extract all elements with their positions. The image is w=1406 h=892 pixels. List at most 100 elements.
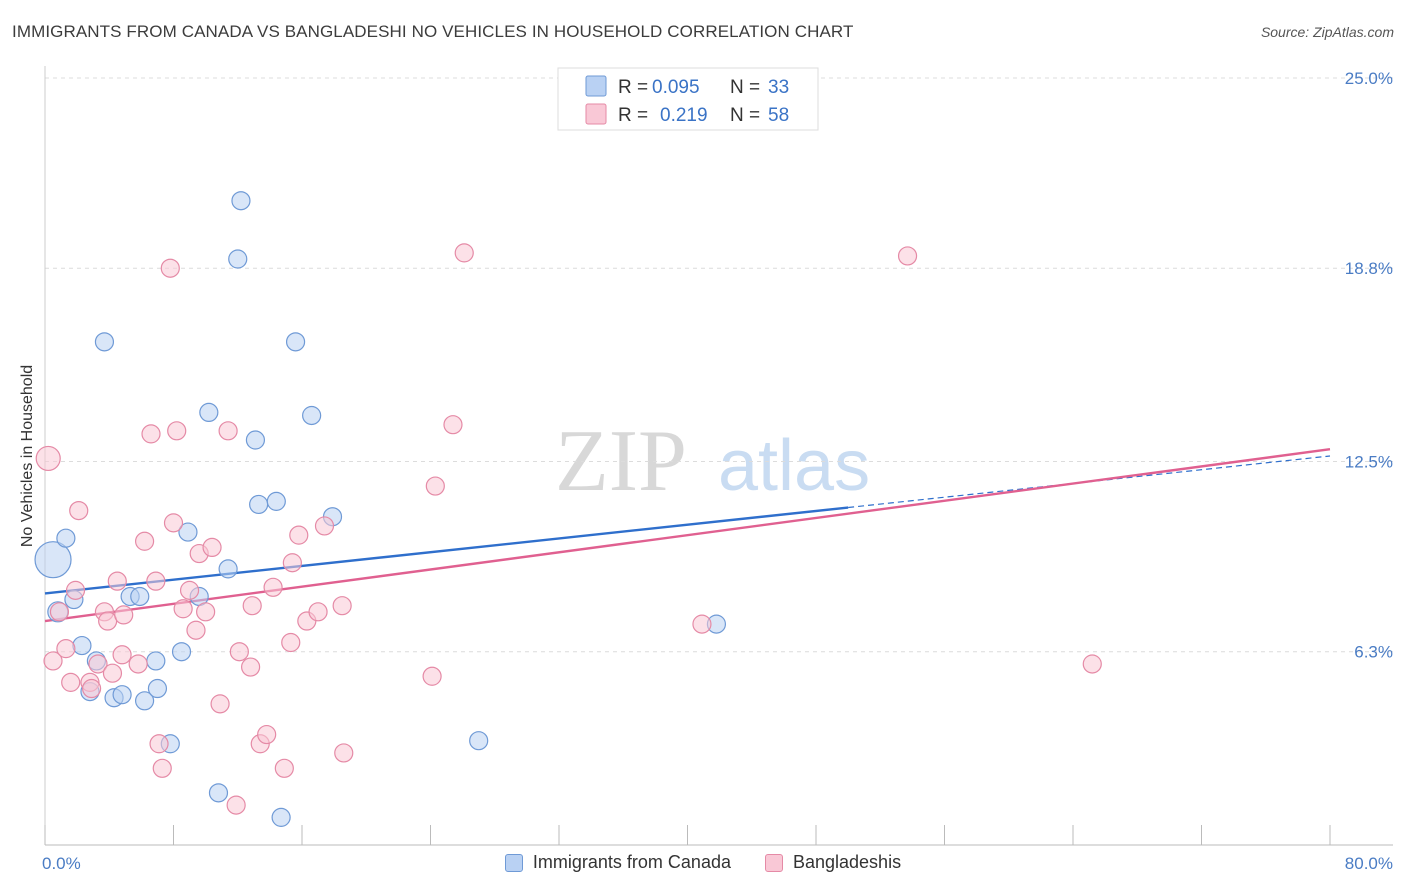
point-canada [147,678,168,699]
legend-r-label-canada: R = [618,77,648,98]
point-bangladeshis [202,537,222,558]
legend-r-value-canada: 0.095 [652,77,700,98]
point-bangladeshis [897,246,918,266]
x-tick-label-max: 80.0% [1345,854,1393,873]
series-legend-item-bangladeshis: Bangladeshis [764,852,902,873]
point-bangladeshis [308,602,328,622]
point-bangladeshis [173,599,193,619]
point-canada [231,191,251,211]
point-bangladeshis [56,639,76,659]
point-bangladeshis [61,672,81,692]
trendlines [44,448,1331,623]
point-bangladeshis [425,476,445,496]
point-canada [94,332,115,352]
point-canada [171,642,192,662]
point-bangladeshis [69,500,89,521]
point-canada [130,586,150,607]
point-bangladeshis [263,577,283,597]
series-swatch-bangladeshis [764,853,783,872]
point-bangladeshis [454,243,474,263]
point-bangladeshis [257,724,277,745]
point-canada [112,685,132,705]
point-canada [134,691,155,711]
chart-title: IMMIGRANTS FROM CANADA VS BANGLADESHI NO… [12,22,854,41]
legend-r-value-bangladeshis: 0.219 [660,105,708,126]
x-tick-label-min: 0.0% [42,854,81,873]
point-bangladeshis [88,654,108,674]
legend-n-label-bangladeshis: N = [730,105,760,126]
point-canada [228,249,248,269]
trendline-bangladeshis [44,448,1331,623]
point-bangladeshis [179,580,200,600]
point-bangladeshis [196,602,216,622]
point-bangladeshis [141,424,161,444]
legend-n-label-canada: N = [730,77,760,98]
point-bangladeshis [114,605,134,625]
point-canada [249,494,269,515]
point-bangladeshis [98,611,118,631]
watermark-atlas: atlas [718,426,870,506]
point-bangladeshis [274,758,294,778]
point-bangladeshis [443,415,463,435]
point-bangladeshis [134,531,155,551]
point-bangladeshis [229,642,249,662]
point-bangladeshis [167,421,187,441]
y-tick-label: 25.0% [1345,69,1393,88]
point-bangladeshis [692,614,712,634]
point-bangladeshis [282,553,302,573]
legend-r-label-bangladeshis: R = [618,105,648,126]
series-legend: Immigrants from Canada Bangladeshis [0,852,1406,873]
point-bangladeshis [281,632,301,653]
point-canada [199,402,219,423]
legend: R = 0.095 N = 33 R = 0.219 N = 58 [557,67,819,131]
point-bangladeshis [43,651,63,671]
point-bangladeshis [218,421,238,441]
point-canada [178,522,198,542]
point-bangladeshis [314,516,335,536]
point-bangladeshis [35,445,61,472]
y-tick-label: 12.5% [1345,453,1393,472]
point-bangladeshis [163,513,184,533]
point-canada [285,332,306,352]
source-credit: Source: ZipAtlas.com [1260,24,1394,40]
point-bangladeshis [422,666,442,686]
point-bangladeshis [332,596,352,616]
point-bangladeshis [112,645,132,665]
point-canada [72,635,92,656]
y-tick-label: 18.8% [1345,259,1393,278]
point-bangladeshis [107,571,127,591]
legend-n-value-canada: 33 [768,77,789,98]
point-bangladeshis [334,743,354,763]
point-canada [271,807,291,827]
point-bangladeshis [128,654,148,674]
series-name-bangladeshis: Bangladeshis [792,852,902,872]
trendline-canada [44,506,849,595]
point-canada [146,651,166,671]
series-legend-item-canada: Immigrants from Canada [504,852,731,873]
point-bangladeshis [160,258,180,278]
series-swatch-canada [504,853,523,872]
point-canada [245,430,266,450]
point-bangladeshis [65,580,86,600]
point-canada [208,783,229,803]
legend-n-value-bangladeshis: 58 [768,105,789,126]
point-canada [34,541,72,579]
point-bangladeshis [146,571,166,591]
data-points [34,191,1102,827]
point-bangladeshis [241,657,261,677]
grid: 6.3% 12.5% 18.8% 25.0% [45,69,1393,662]
y-tick-label: 6.3% [1354,643,1393,662]
legend-swatch-canada [585,75,607,97]
point-canada [266,491,286,511]
point-bangladeshis [49,602,70,622]
point-bangladeshis [186,620,206,640]
point-bangladeshis [81,678,102,699]
point-canada [469,731,489,751]
point-canada [302,405,322,426]
point-bangladeshis [210,694,230,714]
point-bangladeshis [1082,654,1102,674]
series-name-canada: Immigrants from Canada [532,852,731,872]
point-bangladeshis [242,596,262,616]
legend-swatch-bangladeshis [585,103,607,125]
